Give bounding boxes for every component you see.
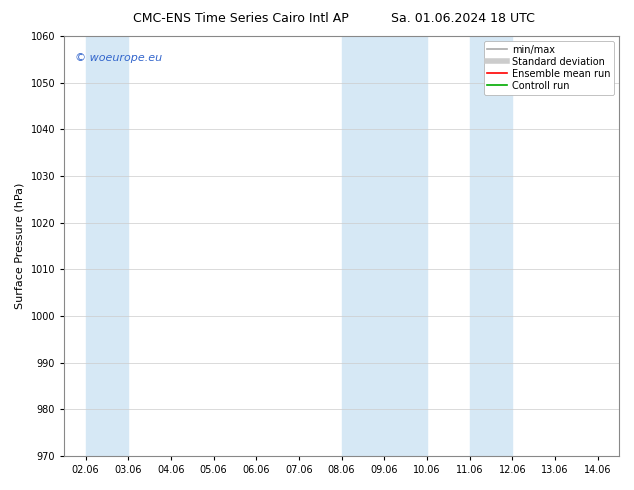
Bar xyxy=(470,36,512,456)
Bar xyxy=(342,36,427,456)
Y-axis label: Surface Pressure (hPa): Surface Pressure (hPa) xyxy=(15,183,25,309)
Text: Sa. 01.06.2024 18 UTC: Sa. 01.06.2024 18 UTC xyxy=(391,12,534,25)
Legend: min/max, Standard deviation, Ensemble mean run, Controll run: min/max, Standard deviation, Ensemble me… xyxy=(484,41,614,95)
Text: CMC-ENS Time Series Cairo Intl AP: CMC-ENS Time Series Cairo Intl AP xyxy=(133,12,349,25)
Bar xyxy=(86,36,128,456)
Text: © woeurope.eu: © woeurope.eu xyxy=(75,53,162,63)
